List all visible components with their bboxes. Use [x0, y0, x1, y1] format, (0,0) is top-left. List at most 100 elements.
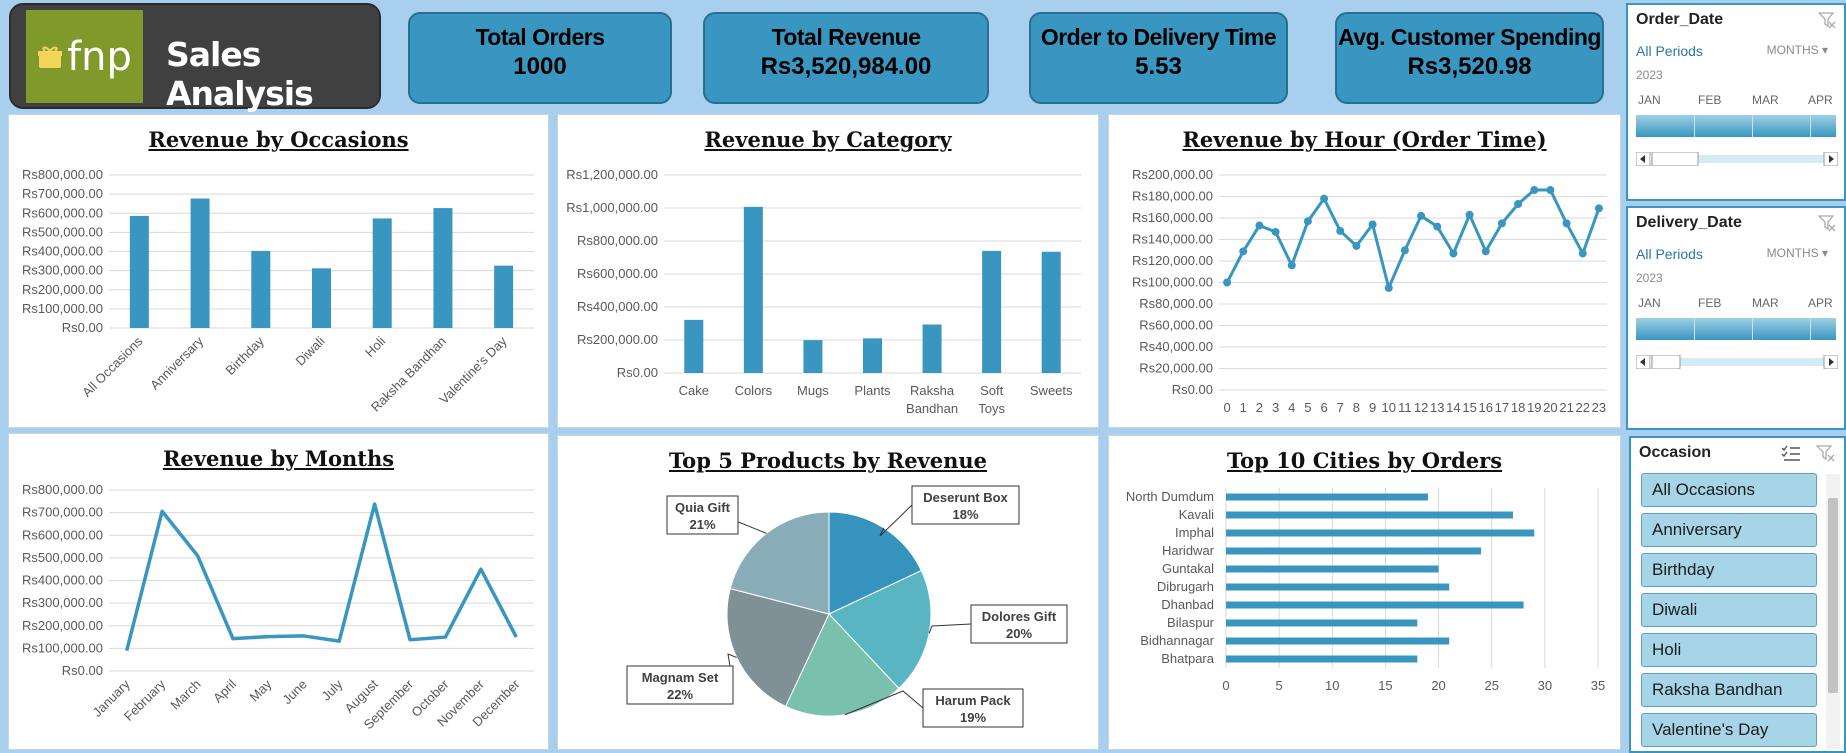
month-label: MAR	[1752, 296, 1779, 310]
month-label: FEB	[1698, 296, 1722, 310]
y-tick-label: Dhanbad	[1161, 597, 1214, 612]
occasion-item[interactable]: Holi	[1641, 633, 1817, 667]
multi-select-icon[interactable]	[1780, 444, 1802, 462]
data-point	[1303, 217, 1312, 226]
x-tick-label: 18	[1511, 400, 1525, 415]
y-tick-label: Rs0.00	[617, 365, 658, 380]
timeline-bar[interactable]	[1636, 318, 1836, 340]
data-point	[1239, 247, 1248, 256]
all-periods-label[interactable]: All Periods	[1636, 246, 1703, 262]
y-tick-label: Rs700,000.00	[22, 186, 103, 201]
y-tick-label: Rs600,000.00	[22, 527, 103, 542]
y-tick-label: Rs600,000.00	[577, 266, 658, 281]
y-tick-label: Rs100,000.00	[22, 301, 103, 316]
month-label: APR	[1808, 296, 1833, 310]
y-tick-label: Rs100,000.00	[1132, 275, 1213, 290]
pie-slice	[729, 511, 830, 615]
timeline-scrollbar[interactable]	[1636, 355, 1838, 369]
slicer-order-date[interactable]: Order_Date All Periods MONTHS ▾ 2023 JAN…	[1626, 3, 1846, 201]
month-label: JAN	[1638, 93, 1661, 107]
timeline-scrollbar[interactable]	[1636, 152, 1838, 166]
filter-clear-icon[interactable]	[1818, 214, 1836, 232]
slice-percent: 22%	[667, 687, 693, 702]
chart-revenue-by-category: Revenue by Category Rs0.00 Rs200,000.00 Rs…	[557, 114, 1099, 428]
leader-line	[928, 623, 972, 634]
x-tick-label: 30	[1538, 678, 1552, 693]
scroll-left-icon	[1640, 358, 1645, 366]
x-tick-label: May	[247, 676, 275, 704]
bar	[1226, 493, 1428, 501]
slicer-delivery-date[interactable]: Delivery_Date All Periods MONTHS ▾ 2023 …	[1626, 206, 1846, 430]
kpi-value: Rs3,520.98	[1407, 53, 1532, 80]
x-tick-label: Bandhan	[906, 401, 958, 416]
x-tick-label: 19	[1527, 400, 1541, 415]
data-point	[1320, 194, 1329, 203]
filter-clear-icon[interactable]	[1818, 11, 1836, 29]
slicer-title: Occasion	[1639, 444, 1712, 461]
slicer-occasion[interactable]: Occasion All Occasions Anniversary Birth…	[1629, 436, 1846, 753]
bar	[1041, 251, 1061, 373]
period-unit-select[interactable]: MONTHS ▾	[1767, 246, 1828, 260]
y-tick-label: Rs0.00	[62, 663, 103, 678]
x-tick-label: Soft	[980, 383, 1004, 398]
y-tick-label: Rs80,000.00	[1139, 296, 1213, 311]
x-tick-label: Anniversary	[147, 333, 206, 392]
x-tick-label: Holi	[362, 333, 389, 360]
bar	[494, 265, 514, 328]
x-tick-label: 0	[1223, 400, 1230, 415]
month-label: MAR	[1752, 93, 1779, 107]
y-tick-label: Rs500,000.00	[22, 550, 103, 565]
data-label-box	[626, 665, 734, 705]
data-point	[1433, 222, 1442, 231]
period-unit-select[interactable]: MONTHS ▾	[1767, 43, 1828, 57]
data-point	[1514, 200, 1523, 209]
y-tick-label: Rs800,000.00	[22, 167, 103, 182]
slice-label: Quia Gift	[675, 500, 731, 515]
x-tick-label: 13	[1430, 400, 1444, 415]
data-point	[1336, 226, 1345, 235]
slicer-title: Delivery_Date	[1636, 214, 1742, 231]
slicer-scroll-thumb[interactable]	[1828, 498, 1838, 693]
x-tick-label: 0	[1222, 678, 1229, 693]
data-point	[1400, 246, 1409, 255]
x-tick-label: 16	[1479, 400, 1493, 415]
chart-top-products: Top 5 Products by Revenue Deserunt Box 18…	[557, 435, 1099, 750]
kpi-label: Total Revenue	[771, 24, 922, 50]
occasion-item[interactable]: Anniversary	[1641, 513, 1817, 547]
x-tick-label: 21	[1559, 400, 1573, 415]
x-tick-label: Colors	[735, 383, 773, 398]
bar	[1226, 529, 1535, 537]
occasion-item[interactable]: Diwali	[1641, 593, 1817, 627]
y-tick-label: Bhatpara	[1161, 651, 1215, 666]
x-tick-label: 10	[1382, 400, 1396, 415]
occasion-item[interactable]: Valentine's Day	[1641, 713, 1817, 747]
x-tick-label: 5	[1276, 678, 1283, 693]
x-tick-label: 15	[1378, 678, 1392, 693]
occasion-item[interactable]: Birthday	[1641, 553, 1817, 587]
all-periods-label[interactable]: All Periods	[1636, 43, 1703, 59]
y-tick-label: Bidhannagar	[1140, 633, 1214, 648]
occasion-item[interactable]: All Occasions	[1641, 473, 1817, 507]
dashboard-title: Sales Analysis	[166, 35, 314, 113]
data-point	[1562, 219, 1571, 228]
year-label: 2023	[1636, 271, 1663, 285]
x-tick-label: April	[210, 676, 239, 705]
y-tick-label: North Dumdum	[1126, 489, 1214, 504]
y-tick-label: Rs180,000.00	[1132, 189, 1213, 204]
scroll-right-icon	[1829, 155, 1834, 163]
chart-title: Top 10 Cities by Orders	[1226, 448, 1503, 473]
filter-clear-icon[interactable]	[1816, 444, 1836, 462]
timeline-bar[interactable]	[1636, 115, 1836, 137]
x-tick-label: Raksha	[910, 383, 955, 398]
data-point	[1271, 227, 1280, 236]
x-tick-label: June	[279, 677, 310, 708]
scroll-left-icon	[1640, 155, 1645, 163]
kpi-total-orders: Total Orders 1000	[408, 12, 672, 104]
bar	[982, 250, 1002, 373]
chart-title: Top 5 Products by Revenue	[668, 448, 988, 473]
bar	[1226, 655, 1418, 663]
brand-header: fnp Sales Analysis	[9, 3, 381, 113]
chart-top-cities: Top 10 Cities by Orders 0 5 10 15 20 25 30 35 No…	[1108, 435, 1621, 750]
y-tick-label: Rs800,000.00	[577, 233, 658, 248]
occasion-item[interactable]: Raksha Bandhan	[1641, 673, 1817, 707]
